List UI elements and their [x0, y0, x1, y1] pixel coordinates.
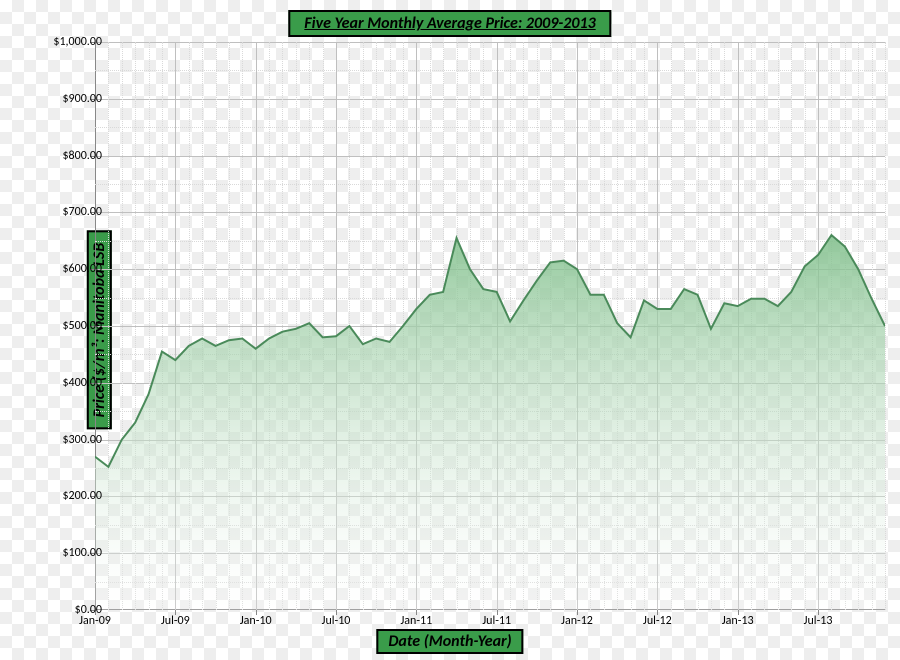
x-tick-label: Jul-13 [804, 614, 833, 628]
x-tick-label: Jan-09 [79, 614, 111, 628]
x-tick-label: Jul-12 [643, 614, 672, 628]
x-tick-label: Jul-10 [322, 614, 351, 628]
y-tick-label: $300.00 [32, 433, 102, 447]
x-tick-label: Jan-12 [561, 614, 593, 628]
y-tick-label: $600.00 [32, 262, 102, 276]
y-tick-label: $900.00 [32, 92, 102, 106]
area-chart-svg [95, 42, 885, 610]
x-tick-label: Jan-13 [722, 614, 754, 628]
y-tick-label: $100.00 [32, 546, 102, 560]
y-tick-label: $500.00 [32, 319, 102, 333]
y-tick-label: $1,000.00 [32, 35, 102, 49]
x-tick-label: Jan-10 [240, 614, 272, 628]
y-tick-label: $700.00 [32, 205, 102, 219]
x-tick-label: Jul-09 [161, 614, 190, 628]
plot-area [95, 42, 885, 610]
x-tick-label: Jul-11 [482, 614, 511, 628]
x-tick-label: Jan-11 [400, 614, 432, 628]
x-axis-title: Date (Month-Year) [376, 629, 523, 654]
y-tick-label: $400.00 [32, 376, 102, 390]
gridline-minor [885, 42, 886, 610]
chart-title: Five Year Monthly Average Price: 2009-20… [288, 10, 611, 37]
y-tick-label: $200.00 [32, 489, 102, 503]
y-tick-label: $800.00 [32, 149, 102, 163]
